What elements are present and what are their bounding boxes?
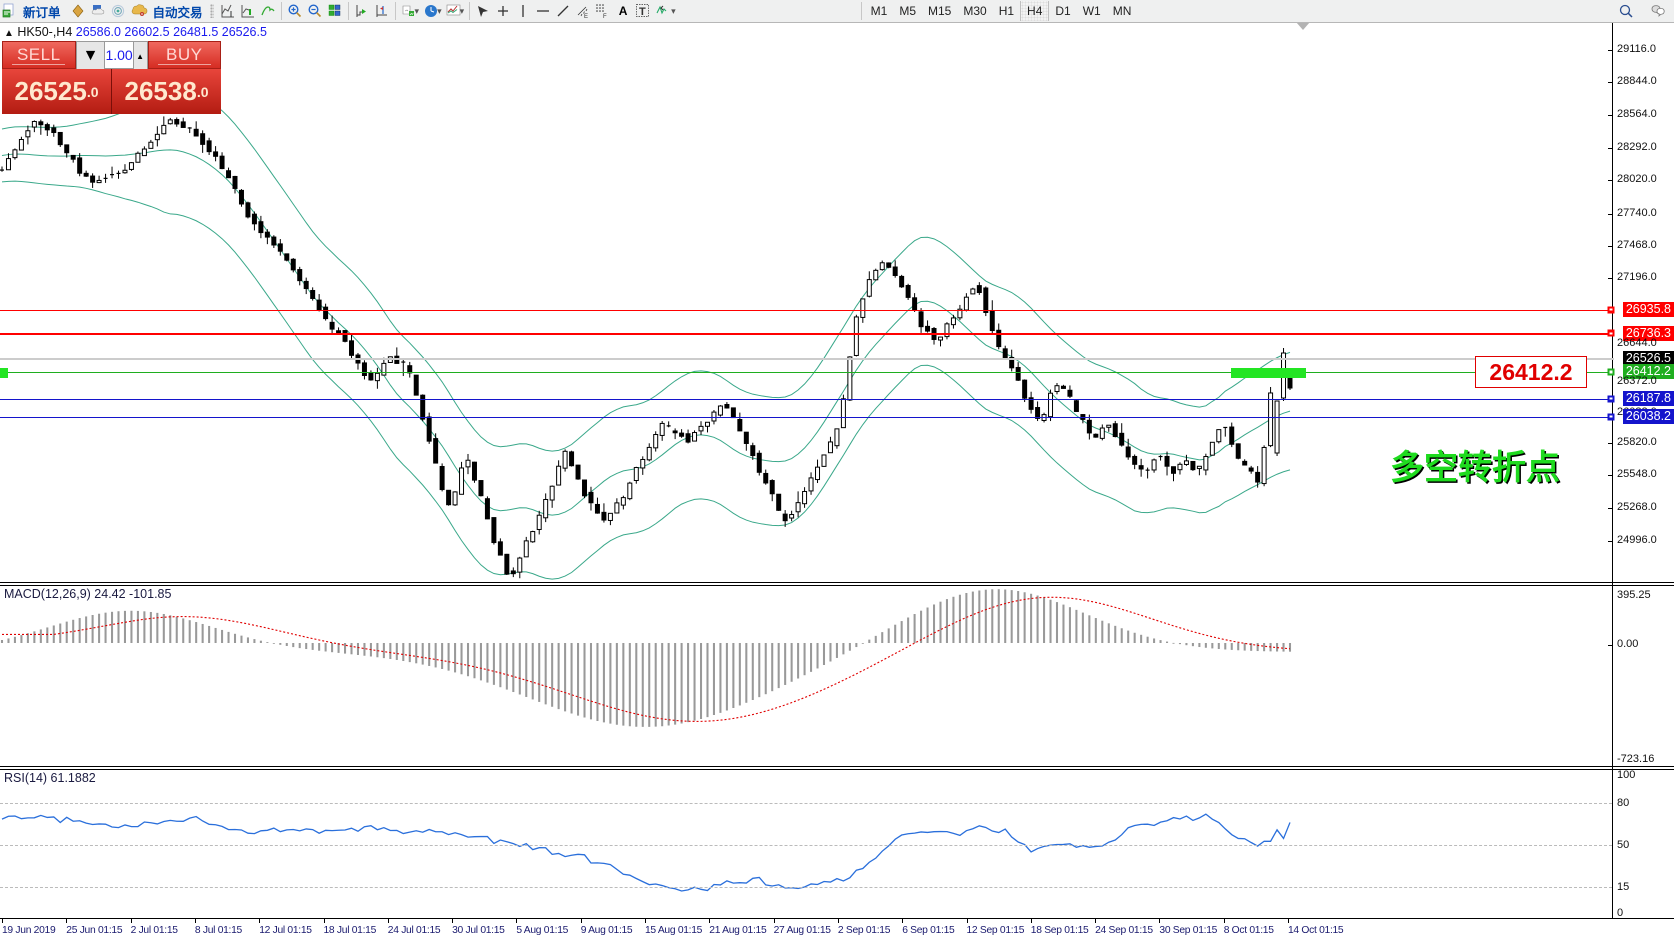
svg-text:F: F xyxy=(603,14,607,19)
svg-text:E: E xyxy=(584,14,588,19)
svg-text:T: T xyxy=(639,6,646,18)
